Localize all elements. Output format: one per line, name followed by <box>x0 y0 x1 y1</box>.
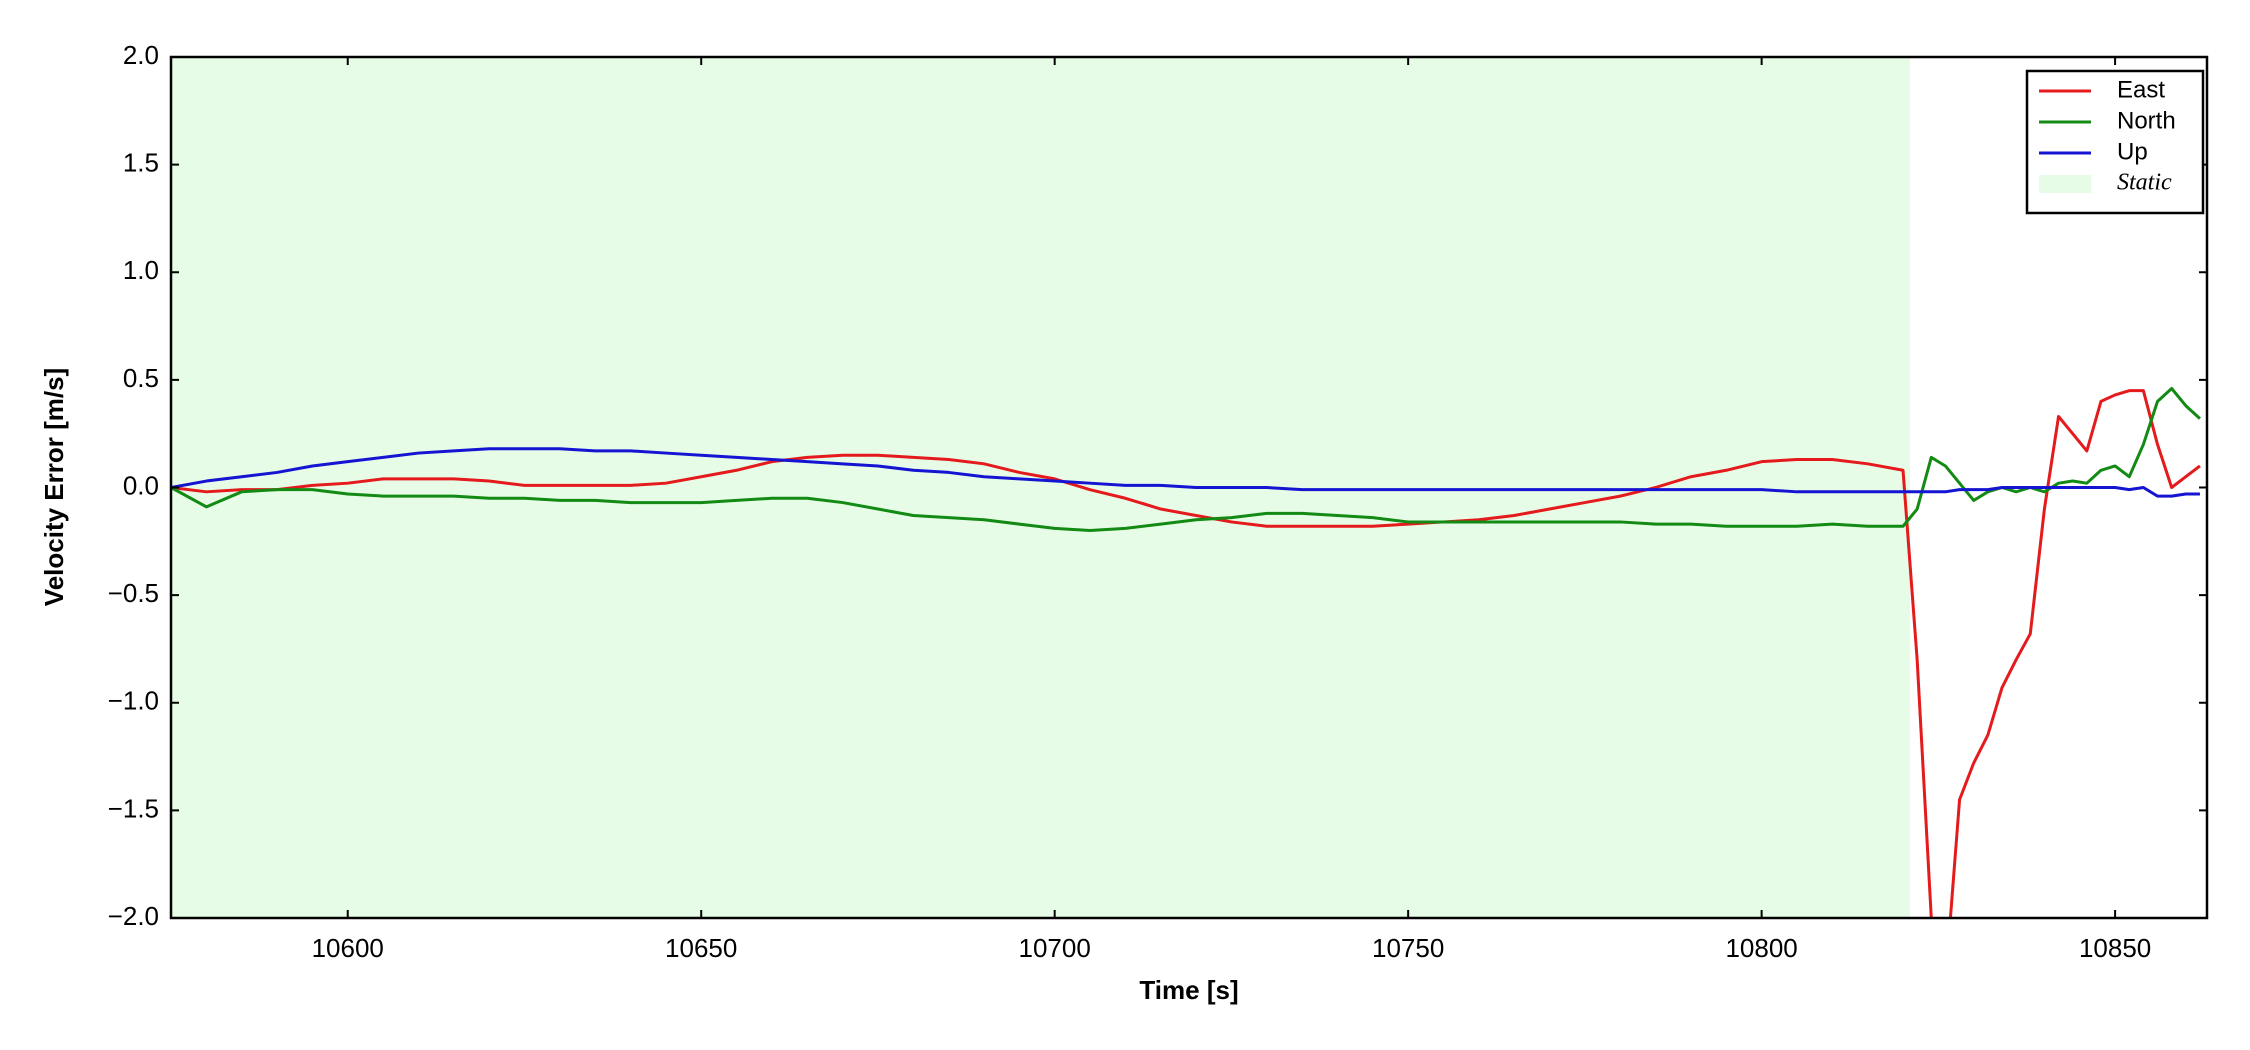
static-region <box>171 57 1911 918</box>
x-tick-label: 10850 <box>2079 933 2151 963</box>
legend-box <box>2025 69 2205 215</box>
legend-label: East <box>2117 76 2165 103</box>
y-tick-label: −0.5 <box>108 578 159 608</box>
x-tick-label: 10800 <box>1725 933 1797 963</box>
x-tick-label: 10650 <box>665 933 737 963</box>
y-tick-label: 2.0 <box>123 40 159 70</box>
x-tick-label: 10750 <box>1372 933 1444 963</box>
legend-label: North <box>2117 107 2176 134</box>
y-tick-label: 1.5 <box>123 148 159 178</box>
x-axis-label: Time [s] <box>1139 975 1238 1005</box>
y-tick-label: 0.5 <box>123 363 159 393</box>
legend-label: Up <box>2117 138 2148 165</box>
y-tick-label: −1.5 <box>108 793 159 823</box>
x-tick-label: 10600 <box>312 933 384 963</box>
y-tick-label: −2.0 <box>108 901 159 931</box>
y-axis-label: Velocity Error [m/s] <box>39 368 69 606</box>
plot-frame <box>169 55 2209 920</box>
x-tick-label: 10700 <box>1019 933 1091 963</box>
legend-swatch <box>2039 175 2091 193</box>
y-tick-label: 0.0 <box>123 470 159 500</box>
legend-label: Static <box>2117 170 2172 196</box>
y-tick-label: −1.0 <box>108 686 159 716</box>
y-tick-label: 1.0 <box>123 255 159 285</box>
series-line <box>171 389 2201 918</box>
series-line <box>171 447 2200 498</box>
